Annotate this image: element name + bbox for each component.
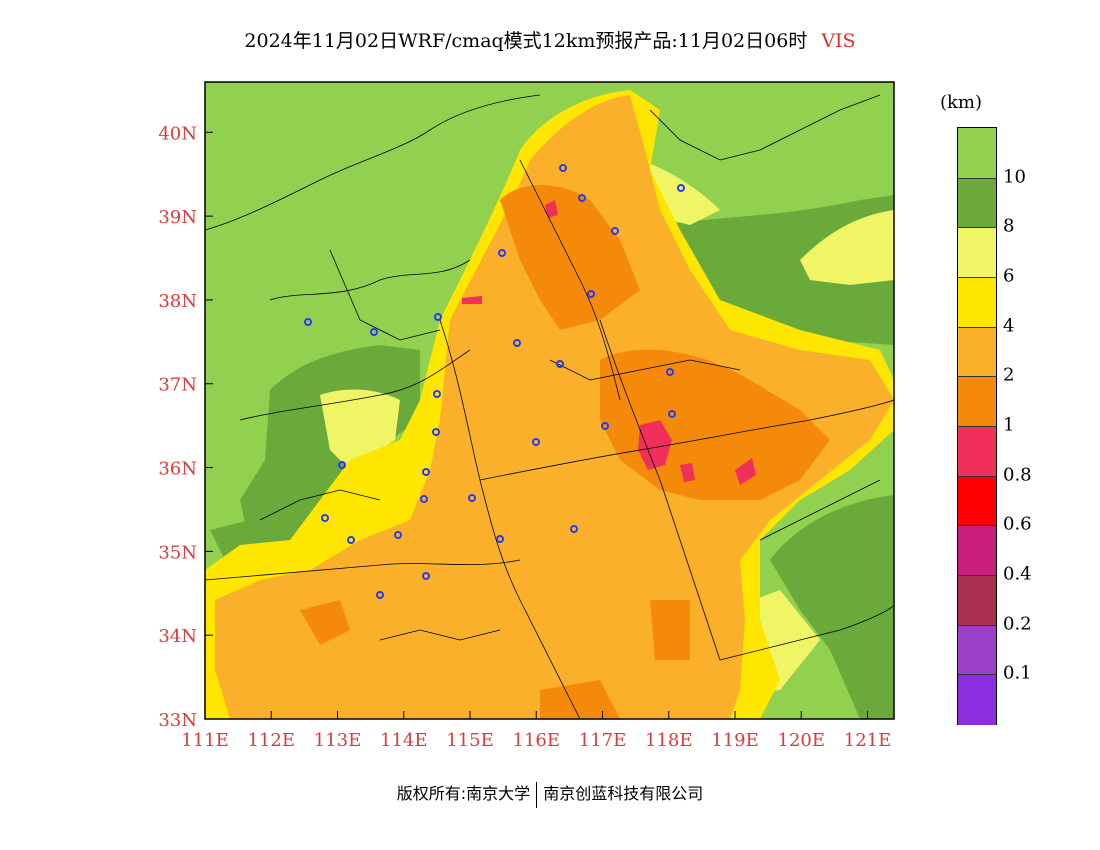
- colorbar-segment: [958, 326, 996, 378]
- x-tick-label: 115E: [446, 730, 494, 751]
- colorbar-label: 0.1: [1003, 662, 1032, 684]
- y-tick-label: 34N: [158, 626, 197, 647]
- y-tick-label: 38N: [158, 291, 197, 312]
- x-tick-label: 113E: [314, 730, 362, 751]
- y-tick-label: 33N: [158, 710, 197, 731]
- colorbar-label: 4: [1003, 315, 1015, 337]
- y-tick-label: 35N: [158, 542, 197, 563]
- colorbar-label: 0.4: [1003, 563, 1032, 585]
- region-visibility-8-10-se: [770, 495, 894, 719]
- region-visibility-0.8-1-c: [680, 463, 695, 482]
- region-visibility-1-2-sw: [300, 600, 350, 645]
- axis-ticks: 111E 112E 113E 114E 115E 116E 117E 118E 119E 120E…: [158, 123, 891, 751]
- colorbar: [957, 127, 997, 725]
- map-title: 2024年11月02日WRF/cmaq模式12km预报产品:11月02日06时 V…: [0, 26, 1100, 53]
- colorbar-label: 6: [1003, 265, 1015, 287]
- colorbar-segment: [958, 575, 996, 626]
- colorbar-segment: [958, 525, 996, 576]
- monitoring-stations: [304, 164, 685, 599]
- region-visibility-0.8-1-d: [545, 200, 558, 218]
- footer-separator: [536, 781, 538, 808]
- footer-right: 南京创蓝科技有限公司: [543, 784, 704, 803]
- colorbar-segment: [958, 624, 996, 676]
- colorbar-label: 1: [1003, 414, 1015, 436]
- x-tick-label: 111E: [181, 730, 229, 751]
- y-tick-label: 39N: [158, 207, 197, 228]
- x-tick-label: 119E: [711, 730, 759, 751]
- region-visibility-1-2-mid: [650, 600, 690, 660]
- colorbar-segment: [958, 674, 996, 725]
- colorbar-segment: [958, 277, 996, 328]
- region-visibility-0.8-1-b: [735, 458, 756, 485]
- x-tick-label: 120E: [778, 730, 826, 751]
- colorbar-label: 0.6: [1003, 513, 1032, 535]
- region-visibility-1-2-south: [540, 680, 620, 719]
- colorbar-segment: [958, 475, 996, 527]
- map-fill-layer: [205, 82, 894, 719]
- colorbar-segment: [958, 426, 996, 477]
- colorbar-segment: [958, 227, 996, 278]
- footer-left: 版权所有:南京大学: [396, 784, 531, 803]
- x-tick-label: 112E: [248, 730, 296, 751]
- y-tick-label: 40N: [158, 123, 197, 144]
- x-tick-label: 117E: [579, 730, 627, 751]
- x-tick-label: 118E: [645, 730, 693, 751]
- colorbar-label: 10: [1003, 166, 1026, 188]
- x-tick-label: 114E: [380, 730, 428, 751]
- region-visibility-0.8-1-e: [462, 296, 482, 304]
- y-tick-label: 36N: [158, 459, 197, 480]
- variable-label: VIS: [821, 30, 856, 52]
- region-visibility-1-2-north: [500, 185, 640, 330]
- colorbar-segment: [958, 177, 996, 229]
- x-tick-label: 116E: [513, 730, 561, 751]
- colorbar-label: 0.2: [1003, 613, 1032, 635]
- region-visibility-6-8-ne: [800, 210, 894, 285]
- title-text: 2024年11月02日WRF/cmaq模式12km预报产品:11月02日06时: [244, 30, 808, 52]
- region-visibility-0.8-1-a: [638, 420, 672, 470]
- map-frame: [204, 81, 895, 720]
- colorbar-unit: (km): [940, 92, 983, 113]
- copyright-footer: 版权所有:南京大学 南京创蓝科技有限公司: [0, 780, 1100, 808]
- colorbar-segment: [958, 376, 996, 427]
- x-tick-label: 121E: [844, 730, 892, 751]
- colorbar-label: 8: [1003, 215, 1015, 237]
- region-visibility-2-4-main: [215, 95, 894, 719]
- colorbar-label: 2: [1003, 364, 1015, 386]
- colorbar-segment: [958, 128, 996, 178]
- y-tick-label: 37N: [158, 375, 197, 396]
- colorbar-label: 0.8: [1003, 464, 1032, 486]
